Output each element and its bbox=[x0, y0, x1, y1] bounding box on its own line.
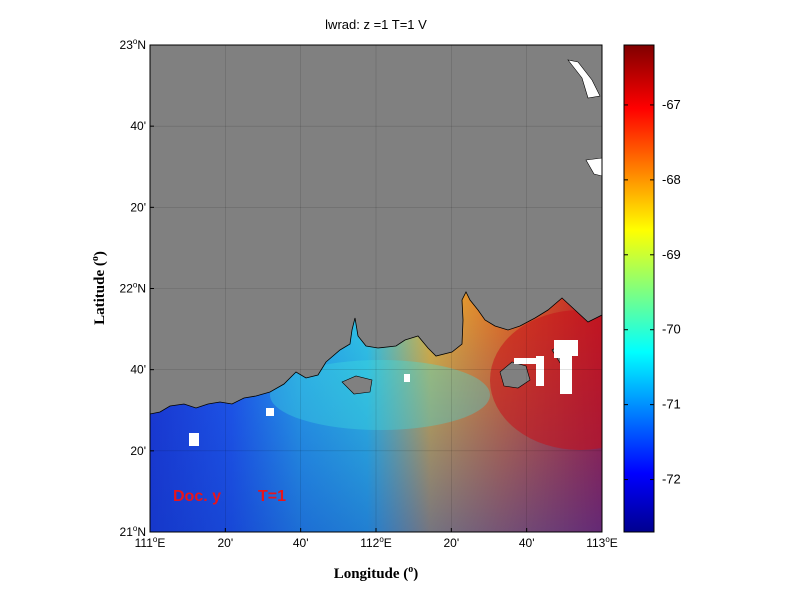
chart-title: lwrad: z =1 T=1 V bbox=[325, 17, 427, 32]
y-tick-label: 22oN bbox=[120, 281, 146, 296]
mask-block bbox=[404, 374, 410, 382]
y-tick-label: 23oN bbox=[120, 37, 146, 52]
y-tick-label: 40' bbox=[130, 363, 146, 377]
time-label: T=1 bbox=[258, 488, 286, 505]
island-mid bbox=[341, 375, 373, 395]
x-axis-ticks: 111oE 20' 40' 112oE 20' 40' 113oE bbox=[135, 528, 618, 550]
mask-block bbox=[536, 356, 544, 386]
mask-block bbox=[554, 340, 578, 394]
mask-block bbox=[514, 358, 538, 364]
land-mass bbox=[150, 45, 602, 415]
colorbar-tick-label: -70 bbox=[662, 322, 681, 337]
doc-label: Doc. y bbox=[173, 488, 221, 505]
colorbar-tick-label: -68 bbox=[662, 172, 681, 187]
x-tick-label: 40' bbox=[293, 536, 309, 550]
x-tick-label: 20' bbox=[218, 536, 234, 550]
colorbar bbox=[623, 44, 655, 533]
y-tick-label: 20' bbox=[130, 444, 146, 458]
island-east bbox=[499, 361, 531, 389]
map-panel bbox=[150, 45, 602, 532]
mask-block bbox=[189, 433, 199, 446]
y-axis-ticks: 21oN 20' 40' 22oN 20' 40' 23oN bbox=[120, 37, 154, 539]
colorbar-tick-label: -72 bbox=[662, 472, 681, 487]
x-tick-label: 40' bbox=[519, 536, 535, 550]
colorbar-tick-label: -69 bbox=[662, 247, 681, 262]
y-tick-label: 21oN bbox=[120, 524, 146, 539]
cyan-nearshore-band bbox=[270, 360, 490, 430]
y-tick-label: 40' bbox=[130, 119, 146, 133]
x-tick-label: 20' bbox=[444, 536, 460, 550]
x-tick-label: 112oE bbox=[360, 535, 392, 550]
x-tick-label: 111oE bbox=[135, 535, 166, 550]
coast-inlet bbox=[585, 157, 602, 177]
y-axis-label: Latitude (o) bbox=[90, 251, 108, 325]
mask-block bbox=[266, 408, 274, 416]
colorbar-tick-label: -67 bbox=[662, 97, 681, 112]
colorbar-tick-label: -71 bbox=[662, 397, 681, 412]
y-tick-label: 20' bbox=[130, 200, 146, 214]
x-axis-label: Longitude (o) bbox=[334, 564, 419, 582]
map-grid bbox=[150, 45, 602, 532]
coast-inlet bbox=[567, 59, 601, 99]
x-tick-label: 113oE bbox=[586, 535, 618, 550]
colorbar-ticks: -72 -71 -70 -69 -68 -67 bbox=[624, 97, 681, 487]
